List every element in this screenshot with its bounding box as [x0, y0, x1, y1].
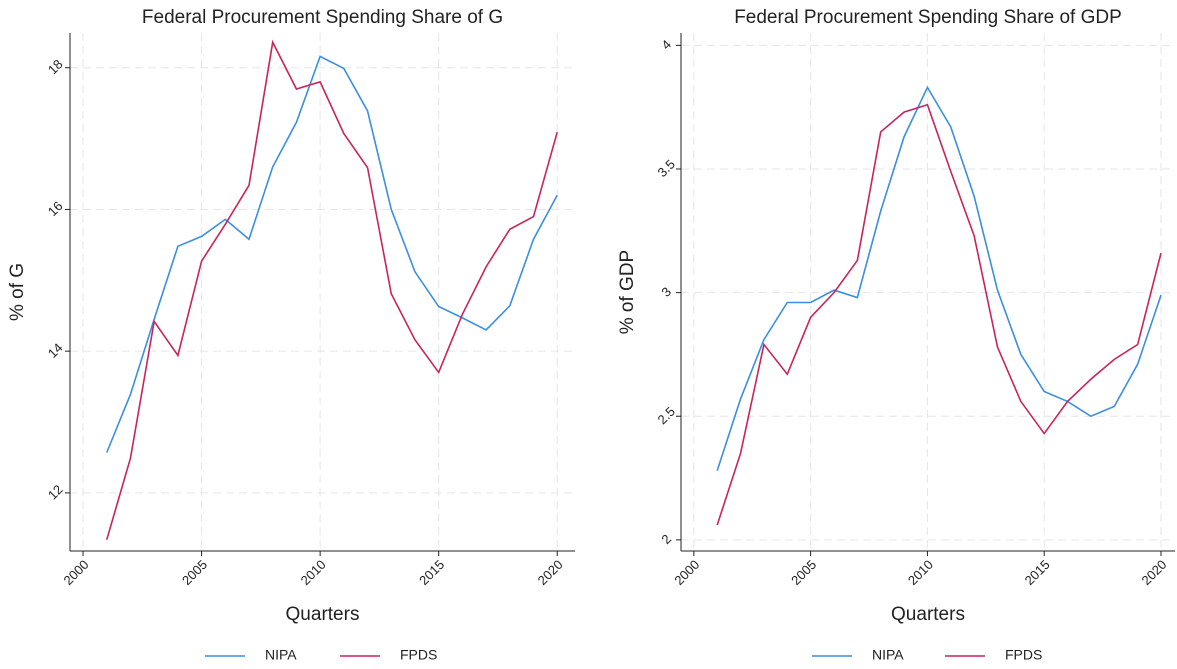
y-tick-label: 14 — [45, 340, 66, 361]
x-tick-label: 2010 — [298, 557, 329, 588]
y-tick-label: 4 — [658, 37, 674, 53]
x-tick-label: 2015 — [416, 557, 447, 588]
x-tick-label: 2005 — [179, 557, 210, 588]
y-tick-label: 3 — [658, 284, 674, 300]
x-axis-label: Quarters — [286, 604, 360, 625]
legend-label: NIPA — [265, 647, 297, 663]
x-tick-label: 2015 — [1022, 557, 1053, 588]
y-tick-label: 2.5 — [655, 404, 678, 427]
x-tick-label: 2010 — [905, 557, 936, 588]
x-tick-label: 2000 — [61, 557, 92, 588]
x-tick-label: 2000 — [671, 557, 702, 588]
chart-title: Federal Procurement Spending Share of GD… — [734, 7, 1122, 28]
y-tick-label: 16 — [45, 198, 66, 219]
legend-label: FPDS — [1005, 647, 1042, 663]
legend-label: FPDS — [400, 647, 437, 663]
y-tick-label: 2 — [658, 531, 674, 547]
legend-label: NIPA — [872, 647, 904, 663]
series-line — [106, 55, 558, 453]
y-tick-label: 12 — [45, 482, 66, 503]
chart-title: Federal Procurement Spending Share of G — [142, 7, 503, 28]
x-axis-label: Quarters — [891, 604, 965, 625]
y-tick-label: 18 — [45, 57, 66, 78]
series-line — [716, 85, 1162, 471]
y-tick-label: 3.5 — [655, 157, 678, 180]
y-axis-label: % of GDP — [617, 250, 638, 334]
x-tick-label: 2005 — [788, 557, 819, 588]
series-line — [716, 103, 1162, 526]
x-tick-label: 2020 — [535, 557, 566, 588]
y-axis-label: % of G — [7, 263, 28, 321]
series-line — [105, 39, 558, 540]
x-tick-label: 2020 — [1138, 557, 1169, 588]
